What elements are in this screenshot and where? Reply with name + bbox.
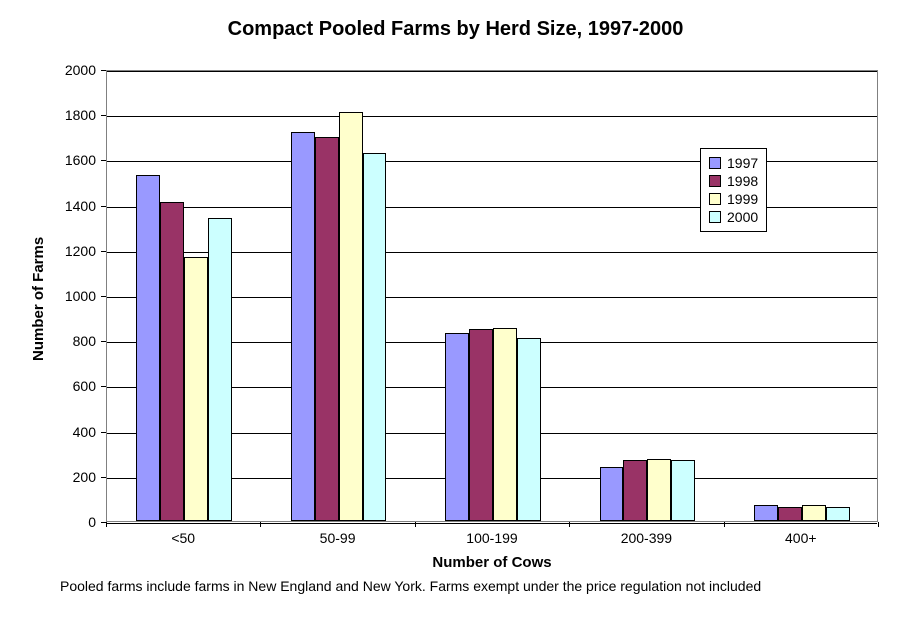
legend-item: 1998 bbox=[709, 173, 758, 189]
x-tick-mark bbox=[260, 522, 261, 527]
y-tick-mark bbox=[101, 386, 106, 387]
legend-label: 2000 bbox=[727, 209, 758, 225]
legend-swatch bbox=[709, 193, 721, 205]
chart-title: Compact Pooled Farms by Herd Size, 1997-… bbox=[0, 18, 911, 41]
y-tick-label: 1200 bbox=[52, 243, 96, 259]
y-tick-mark bbox=[101, 296, 106, 297]
bar bbox=[802, 505, 826, 521]
legend-swatch bbox=[709, 157, 721, 169]
bar bbox=[469, 329, 493, 521]
bar bbox=[671, 460, 695, 521]
legend-item: 2000 bbox=[709, 209, 758, 225]
bar bbox=[754, 505, 778, 521]
y-tick-label: 1800 bbox=[52, 107, 96, 123]
legend-label: 1999 bbox=[727, 191, 758, 207]
x-tick-mark bbox=[724, 522, 725, 527]
y-tick-mark bbox=[101, 341, 106, 342]
y-tick-mark bbox=[101, 206, 106, 207]
gridline bbox=[107, 116, 877, 117]
y-tick-label: 2000 bbox=[52, 62, 96, 78]
y-tick-mark bbox=[101, 477, 106, 478]
x-tick-mark bbox=[415, 522, 416, 527]
legend-item: 1997 bbox=[709, 155, 758, 171]
y-tick-label: 1600 bbox=[52, 152, 96, 168]
bar bbox=[315, 137, 339, 521]
y-tick-label: 1400 bbox=[52, 198, 96, 214]
x-category-label: 100-199 bbox=[415, 530, 569, 546]
y-tick-label: 400 bbox=[52, 424, 96, 440]
y-tick-mark bbox=[101, 251, 106, 252]
bar bbox=[160, 202, 184, 521]
legend: 1997 1998 1999 2000 bbox=[700, 148, 767, 232]
y-tick-mark bbox=[101, 160, 106, 161]
gridline bbox=[107, 71, 877, 72]
bar bbox=[136, 175, 160, 521]
bar bbox=[184, 257, 208, 521]
bar bbox=[600, 467, 624, 521]
x-tick-mark bbox=[106, 522, 107, 527]
y-tick-label: 600 bbox=[52, 378, 96, 394]
bar bbox=[517, 338, 541, 521]
y-tick-label: 800 bbox=[52, 333, 96, 349]
bar bbox=[208, 218, 232, 521]
bar bbox=[445, 333, 469, 521]
bar bbox=[363, 153, 387, 521]
bar bbox=[339, 112, 363, 521]
bar bbox=[291, 132, 315, 521]
x-axis-label: Number of Cows bbox=[106, 554, 878, 571]
y-tick-mark bbox=[101, 115, 106, 116]
bar bbox=[623, 460, 647, 521]
legend-label: 1998 bbox=[727, 173, 758, 189]
legend-item: 1999 bbox=[709, 191, 758, 207]
x-category-label: 400+ bbox=[724, 530, 878, 546]
y-tick-label: 1000 bbox=[52, 288, 96, 304]
legend-swatch bbox=[709, 211, 721, 223]
x-category-label: 50-99 bbox=[260, 530, 414, 546]
x-category-label: 200-399 bbox=[569, 530, 723, 546]
bar bbox=[493, 328, 517, 521]
y-axis-label: Number of Farms bbox=[30, 237, 47, 361]
y-tick-mark bbox=[101, 432, 106, 433]
legend-label: 1997 bbox=[727, 155, 758, 171]
legend-swatch bbox=[709, 175, 721, 187]
bar bbox=[826, 507, 850, 521]
x-tick-mark bbox=[569, 522, 570, 527]
y-tick-label: 0 bbox=[52, 514, 96, 530]
bar bbox=[647, 459, 671, 521]
plot-area bbox=[106, 70, 878, 522]
x-tick-mark bbox=[878, 522, 879, 527]
gridline bbox=[107, 523, 877, 524]
x-category-label: <50 bbox=[106, 530, 260, 546]
y-tick-mark bbox=[101, 70, 106, 71]
chart-footnote: Pooled farms include farms in New Englan… bbox=[60, 578, 761, 594]
y-tick-label: 200 bbox=[52, 469, 96, 485]
bar bbox=[778, 507, 802, 521]
